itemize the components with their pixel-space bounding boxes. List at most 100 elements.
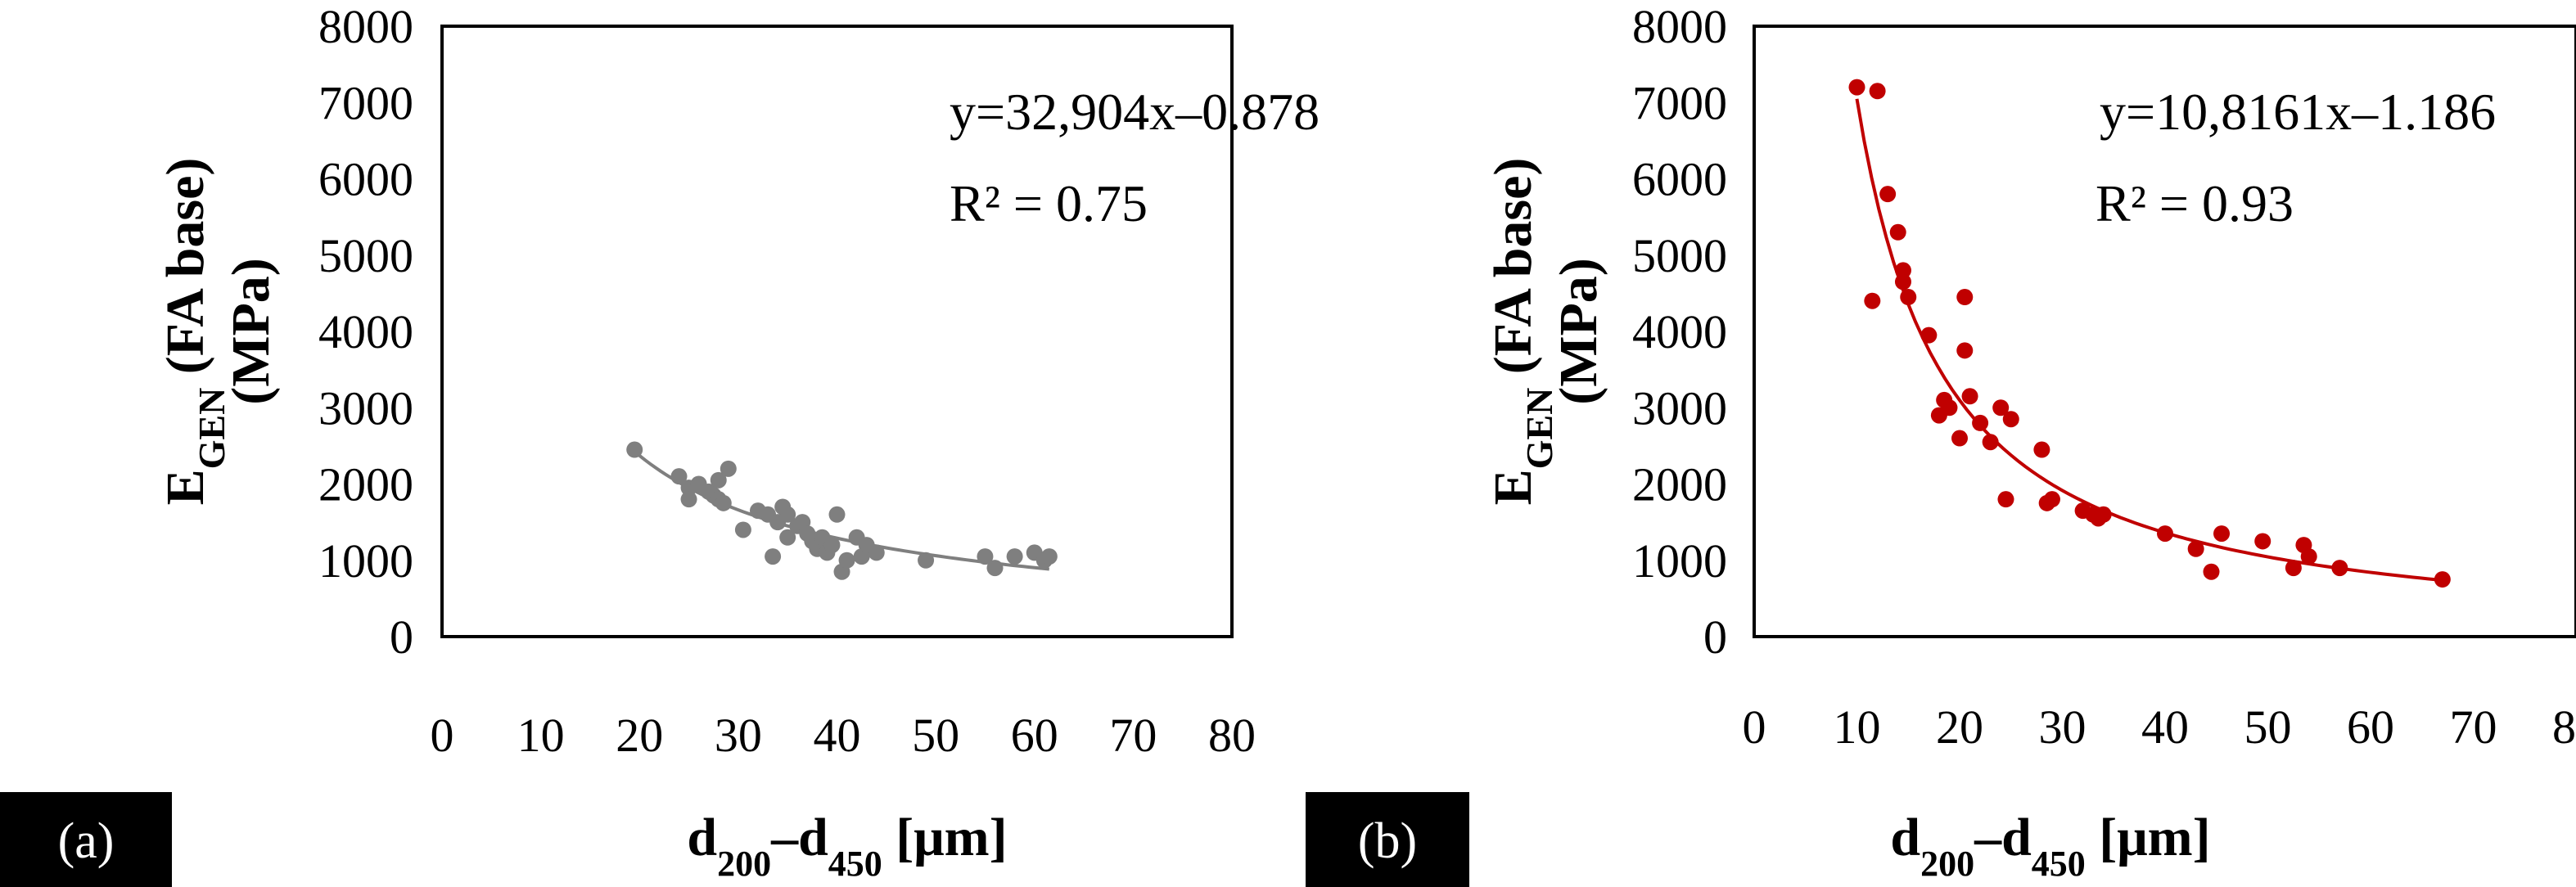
y-label-symbol: E	[156, 469, 215, 505]
r-squared-label: R² = 0.75	[950, 174, 1148, 232]
data-point	[779, 529, 796, 546]
data-point	[734, 521, 751, 538]
y-tick-label: 0	[1703, 610, 1727, 664]
x-tick-label: 70	[1109, 709, 1157, 762]
y-tick-label: 4000	[1632, 305, 1727, 358]
x-tick-label: 20	[616, 709, 663, 762]
x-tick-label: 30	[715, 709, 762, 762]
panel-label: (b)	[1358, 813, 1417, 869]
x-tick-label: 50	[2244, 700, 2292, 754]
y-label-units: (MPa)	[221, 258, 281, 405]
data-point	[986, 560, 1004, 577]
data-point	[2043, 491, 2060, 508]
data-point	[1040, 548, 1058, 565]
y-label-text: (FA base)	[1483, 158, 1543, 388]
data-point	[1956, 342, 1974, 359]
y-axis-label-units: (MPa)	[1549, 258, 1608, 405]
trendline-equation: y=10,8161x–1.186	[2100, 83, 2496, 141]
x-label-sub1: 200	[1920, 844, 1974, 884]
data-point	[2300, 548, 2317, 565]
trendline-equation: y=32,904x–0.878	[950, 83, 1320, 141]
y-tick-label: 0	[390, 610, 413, 664]
y-label-symbol: E	[1483, 469, 1543, 505]
x-axis-label: d200–d450 [μm]	[1890, 808, 2210, 884]
x-label-units: [μm]	[882, 808, 1008, 867]
x-tick-label: 80	[1208, 709, 1256, 762]
data-point	[1900, 289, 1917, 306]
x-label-sub2: 450	[828, 844, 882, 884]
x-label-units: [μm]	[2086, 808, 2211, 867]
y-tick-label: 2000	[1632, 458, 1727, 511]
y-axis-label-units: (MPa)	[221, 258, 281, 405]
y-tick-label: 3000	[1632, 381, 1727, 434]
y-axis-label: EGEN (FA base)	[156, 158, 232, 506]
data-point	[977, 548, 994, 565]
x-tick-label: 30	[2039, 700, 2087, 754]
x-label-sub2: 450	[2032, 844, 2086, 884]
data-point	[828, 506, 846, 523]
data-point	[2157, 525, 2173, 543]
data-point	[1869, 83, 1886, 100]
x-tick-label: 20	[1936, 700, 1983, 754]
y-label-subscript: GEN	[1518, 388, 1560, 470]
data-point	[1889, 223, 1906, 241]
y-tick-label: 1000	[318, 534, 413, 588]
plot-frame	[1753, 25, 2576, 638]
data-point	[1894, 262, 1911, 279]
data-point	[670, 468, 688, 485]
x-tick-label: 10	[1834, 700, 1881, 754]
x-tick-label: 40	[2141, 700, 2189, 754]
data-point	[1920, 326, 1938, 344]
data-point	[1848, 79, 1865, 96]
x-label-d1: d	[687, 808, 717, 867]
x-label-d1: d	[1890, 808, 1920, 867]
data-point	[2033, 441, 2050, 458]
data-point	[626, 441, 643, 458]
x-label-d2: –d	[770, 808, 828, 867]
y-tick-label: 2000	[318, 458, 413, 511]
chart-panel-b: 0 1000 2000 3000 4000 5000 6000 7000 8000 0 10 20 30…	[1306, 0, 2576, 887]
y-tick-label: 7000	[1632, 76, 1727, 129]
data-point	[1992, 399, 2010, 416]
y-tick-label: 8000	[1632, 0, 1727, 53]
data-point	[2331, 560, 2348, 577]
y-tick-label: 5000	[1632, 229, 1727, 282]
data-point	[1956, 289, 1974, 306]
y-tick-label: 1000	[1632, 534, 1727, 588]
data-point	[2095, 506, 2112, 523]
y-tick-label: 8000	[318, 0, 413, 53]
data-point	[715, 494, 732, 511]
x-tick-label: 60	[2347, 700, 2394, 754]
data-point	[1006, 548, 1023, 565]
panel-label: (a)	[58, 813, 115, 869]
data-point	[1941, 399, 1958, 416]
x-tick-label: 70	[2450, 700, 2497, 754]
x-tick-label: 0	[1743, 700, 1766, 754]
data-point	[1879, 186, 1897, 203]
data-point	[1997, 491, 2014, 508]
y-tick-label: 3000	[318, 381, 413, 434]
data-point	[720, 460, 737, 477]
x-tick-label: 0	[431, 709, 454, 762]
trendline	[1855, 98, 2443, 583]
data-point	[918, 552, 935, 569]
data-point	[1972, 414, 1989, 431]
y-label-subscript: GEN	[191, 388, 232, 470]
data-point	[2002, 411, 2019, 428]
chart-panel-a: 0 1000 2000 3000 4000 5000 6000 7000 8000 0 10 20 30…	[0, 0, 1320, 887]
data-point	[1951, 430, 1968, 447]
data-point	[868, 544, 885, 561]
data-point	[1894, 273, 1911, 290]
data-point	[1961, 388, 1978, 405]
y-label-text: (FA base)	[156, 158, 215, 388]
data-point	[2187, 540, 2204, 557]
y-axis-label: EGEN (FA base)	[1483, 158, 1560, 506]
y-tick-label: 6000	[318, 153, 413, 206]
x-tick-label: 40	[814, 709, 861, 762]
y-tick-label: 4000	[318, 305, 413, 358]
data-point	[823, 537, 841, 554]
panel-label-box	[1306, 792, 1469, 887]
x-tick-label: 50	[912, 709, 959, 762]
x-tick-label: 10	[517, 709, 565, 762]
